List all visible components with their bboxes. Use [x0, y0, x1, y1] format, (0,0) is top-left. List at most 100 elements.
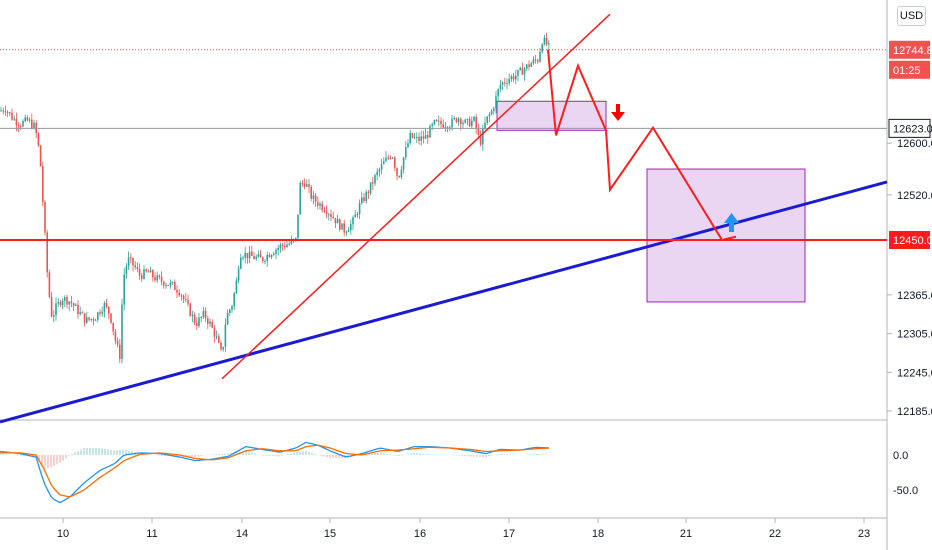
- candle-body: [545, 37, 548, 45]
- candle-body: [402, 157, 405, 170]
- candle-body: [17, 125, 20, 127]
- candle-body: [191, 314, 194, 316]
- candle-body: [204, 310, 207, 319]
- macd-line: [0, 441, 550, 504]
- time-axis[interactable]: 10 11 14 15 16 17 18 21 22 23: [57, 518, 870, 540]
- support-price-tag-bg: [889, 231, 930, 249]
- candle-body: [226, 312, 229, 325]
- candle-body: [20, 126, 22, 128]
- currency-button[interactable]: USD: [897, 6, 926, 26]
- candle-body: [486, 116, 488, 123]
- candle-body: [169, 282, 172, 286]
- candle-body: [484, 122, 486, 129]
- candle-body: [240, 257, 242, 269]
- candle-body: [427, 135, 429, 138]
- candle-body: [350, 224, 352, 231]
- candle-body: [530, 63, 532, 67]
- candle-body: [59, 301, 62, 305]
- candle-body: [411, 133, 414, 138]
- candle-body: [475, 116, 477, 129]
- time-tick-label: 11: [146, 528, 157, 540]
- candle-body: [158, 275, 161, 278]
- candle-body: [380, 164, 383, 170]
- candle-body: [369, 182, 372, 194]
- candle-body: [53, 315, 55, 317]
- candle-body: [341, 223, 343, 230]
- resistance-zone[interactable]: [496, 100, 607, 131]
- target-zone[interactable]: [646, 168, 806, 303]
- candle-body: [435, 120, 438, 122]
- countdown-tag[interactable]: 01:25: [889, 60, 930, 79]
- candle-body: [416, 136, 418, 138]
- candle-body: [339, 219, 341, 230]
- candle-body: [152, 270, 154, 278]
- candle-body: [266, 254, 268, 261]
- candle-body: [147, 271, 150, 273]
- candle-body: [455, 118, 458, 123]
- candle-body: [68, 301, 70, 305]
- candle-body: [358, 203, 361, 215]
- candle-body: [110, 313, 112, 323]
- candle-body: [138, 269, 141, 276]
- macd-tick-label: -50.0: [893, 485, 918, 497]
- candle-body: [92, 318, 95, 321]
- candle-body: [433, 120, 436, 125]
- candle-body: [328, 214, 330, 216]
- candle-body: [537, 60, 539, 62]
- support-price-tag[interactable]: 12450.0: [889, 231, 932, 249]
- candle-body: [211, 321, 213, 328]
- candle-body: [297, 214, 299, 238]
- projection-path[interactable]: [547, 49, 737, 242]
- candle-body: [81, 312, 84, 314]
- candle-body: [277, 247, 279, 250]
- candle-body: [385, 157, 387, 162]
- candle-body: [389, 157, 392, 159]
- candle-body: [13, 118, 15, 120]
- arrow-down-head: [611, 112, 625, 121]
- candle-body: [189, 303, 191, 316]
- level-price-tag-bg: [888, 118, 931, 138]
- candle-body: [295, 237, 297, 240]
- candle-body: [259, 254, 262, 258]
- candle-body: [33, 122, 35, 128]
- level-price-tag[interactable]: 12623.0: [888, 118, 932, 138]
- candle-body: [42, 166, 44, 203]
- candle-body: [424, 135, 427, 139]
- candle-body: [86, 317, 88, 323]
- candle-body: [90, 318, 92, 320]
- candle-body: [187, 299, 189, 304]
- candle-body: [215, 336, 218, 338]
- candle-body: [198, 317, 200, 326]
- last-price-tag[interactable]: 12744.8: [889, 40, 932, 59]
- candle-body: [255, 256, 257, 259]
- candle-body: [526, 64, 528, 69]
- last-price-tag-text: 12744.8: [893, 45, 932, 57]
- candle-body: [288, 243, 290, 245]
- candle-body: [154, 277, 156, 281]
- candle-body: [306, 184, 308, 187]
- candle-body: [114, 331, 117, 341]
- candle-body: [105, 303, 108, 307]
- candle-body: [477, 128, 480, 135]
- steep-trendline[interactable]: [221, 13, 611, 380]
- candle-body: [185, 298, 187, 300]
- candle-body: [440, 120, 442, 125]
- candle-body: [127, 257, 130, 267]
- candle-body: [488, 114, 491, 117]
- candle-body: [83, 313, 86, 323]
- candle-body: [376, 171, 378, 176]
- candle-body: [541, 44, 543, 52]
- candle-body: [281, 244, 284, 246]
- ascending-trendline[interactable]: [0, 180, 888, 424]
- candle-body: [200, 316, 202, 318]
- candle-body: [365, 191, 367, 201]
- price-axis[interactable]: 12185.0 12245.0 12305.0 12365.0 12520.0 12600…: [887, 138, 932, 497]
- candle-body: [224, 324, 227, 347]
- candle-body: [361, 197, 363, 204]
- candle-body: [438, 120, 440, 122]
- candle-body: [473, 116, 475, 121]
- candle-body: [539, 51, 541, 62]
- candle-body: [103, 303, 106, 312]
- candle-body: [506, 83, 508, 85]
